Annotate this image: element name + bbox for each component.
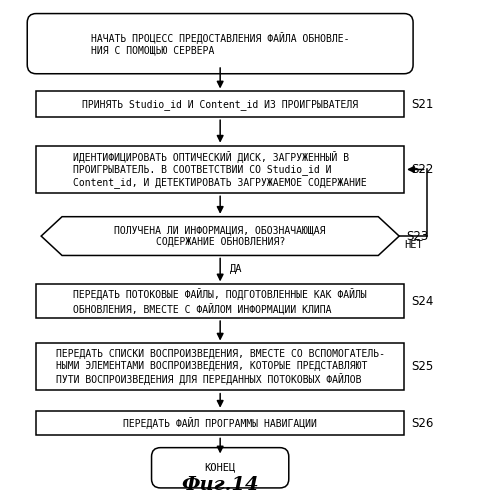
- Text: ПЕРЕДАТЬ ПОТОКОВЫЕ ФАЙЛЫ, ПОДГОТОВЛЕННЫЕ КАК ФАЙЛЫ
ОБНОВЛЕНИЯ, ВМЕСТЕ С ФАЙЛОМ И: ПЕРЕДАТЬ ПОТОКОВЫЕ ФАЙЛЫ, ПОДГОТОВЛЕННЫЕ…: [74, 288, 367, 314]
- Text: S21: S21: [412, 98, 434, 111]
- Bar: [36, 410, 404, 436]
- Bar: [36, 284, 404, 318]
- Text: ПОЛУЧЕНА ЛИ ИНФОРМАЦИЯ, ОБОЗНАЧАЮЩАЯ
СОДЕРЖАНИЕ ОБНОВЛЕНИЯ?: ПОЛУЧЕНА ЛИ ИНФОРМАЦИЯ, ОБОЗНАЧАЮЩАЯ СОД…: [114, 226, 326, 247]
- FancyBboxPatch shape: [152, 448, 289, 488]
- Text: ПЕРЕДАТЬ СПИСКИ ВОСПРОИЗВЕДЕНИЯ, ВМЕСТЕ СО ВСПОМОГАТЕЛЬ-
НЫМИ ЭЛЕМЕНТАМИ ВОСПРОИ: ПЕРЕДАТЬ СПИСКИ ВОСПРОИЗВЕДЕНИЯ, ВМЕСТЕ …: [56, 349, 384, 384]
- Text: S25: S25: [412, 360, 434, 374]
- Text: Фиг.14: Фиг.14: [182, 476, 259, 494]
- Text: S23: S23: [406, 230, 429, 242]
- Text: КОНЕЦ: КОНЕЦ: [204, 463, 236, 473]
- Text: S26: S26: [412, 416, 434, 430]
- Text: S24: S24: [412, 294, 434, 308]
- Text: НАЧАТЬ ПРОЦЕСС ПРЕДОСТАВЛЕНИЯ ФАЙЛА ОБНОВЛЕ-
НИЯ С ПОМОЩЬЮ СЕРВЕРА: НАЧАТЬ ПРОЦЕСС ПРЕДОСТАВЛЕНИЯ ФАЙЛА ОБНО…: [91, 32, 349, 56]
- Text: ПРИНЯТЬ Studio_id И Content_id ИЗ ПРОИГРЫВАТЕЛЯ: ПРИНЯТЬ Studio_id И Content_id ИЗ ПРОИГР…: [82, 99, 358, 110]
- Text: ИДЕНТИФИЦИРОВАТЬ ОПТИЧЕСКИЙ ДИСК, ЗАГРУЖЕННЫЙ В
ПРОИГРЫВАТЕЛЬ. В СООТВЕТСТВИИ СО: ИДЕНТИФИЦИРОВАТЬ ОПТИЧЕСКИЙ ДИСК, ЗАГРУЖ…: [74, 151, 367, 188]
- Polygon shape: [41, 216, 399, 256]
- FancyBboxPatch shape: [27, 14, 413, 74]
- Bar: [36, 343, 404, 390]
- Text: НЕТ: НЕТ: [404, 240, 423, 250]
- Text: ДА: ДА: [230, 264, 242, 274]
- Text: S22: S22: [412, 163, 434, 176]
- Bar: [36, 146, 404, 193]
- Bar: [36, 92, 404, 117]
- Text: ПЕРЕДАТЬ ФАЙЛ ПРОГРАММЫ НАВИГАЦИИ: ПЕРЕДАТЬ ФАЙЛ ПРОГРАММЫ НАВИГАЦИИ: [123, 417, 317, 429]
